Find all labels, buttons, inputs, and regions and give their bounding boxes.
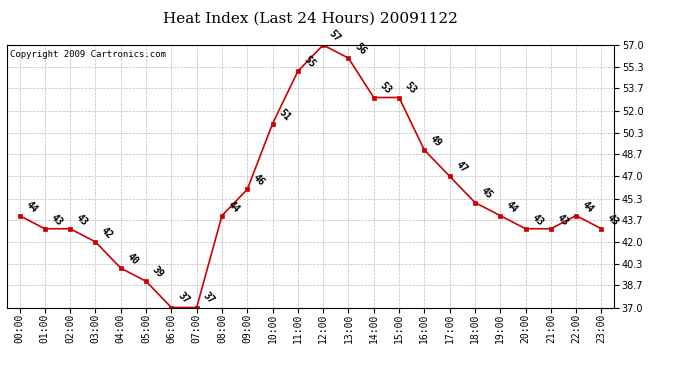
Text: 43: 43 bbox=[75, 212, 90, 227]
Text: 40: 40 bbox=[125, 251, 140, 267]
Text: 44: 44 bbox=[580, 199, 595, 214]
Text: 37: 37 bbox=[201, 291, 216, 306]
Text: 44: 44 bbox=[23, 199, 39, 214]
Text: 46: 46 bbox=[251, 172, 267, 188]
Text: 37: 37 bbox=[175, 291, 191, 306]
Text: 49: 49 bbox=[428, 133, 444, 148]
Text: 43: 43 bbox=[606, 212, 621, 227]
Text: 43: 43 bbox=[49, 212, 64, 227]
Text: 43: 43 bbox=[530, 212, 545, 227]
Text: 56: 56 bbox=[353, 41, 368, 57]
Text: 43: 43 bbox=[555, 212, 571, 227]
Text: 42: 42 bbox=[99, 225, 115, 240]
Text: 47: 47 bbox=[454, 159, 469, 175]
Text: 51: 51 bbox=[277, 107, 292, 122]
Text: 44: 44 bbox=[504, 199, 520, 214]
Text: 45: 45 bbox=[479, 186, 495, 201]
Text: Heat Index (Last 24 Hours) 20091122: Heat Index (Last 24 Hours) 20091122 bbox=[163, 11, 458, 25]
Text: Copyright 2009 Cartronics.com: Copyright 2009 Cartronics.com bbox=[10, 50, 166, 59]
Text: 44: 44 bbox=[226, 199, 242, 214]
Text: 39: 39 bbox=[150, 264, 166, 280]
Text: 55: 55 bbox=[302, 54, 317, 70]
Text: 53: 53 bbox=[378, 81, 393, 96]
Text: 57: 57 bbox=[327, 28, 343, 44]
Text: 53: 53 bbox=[403, 81, 419, 96]
